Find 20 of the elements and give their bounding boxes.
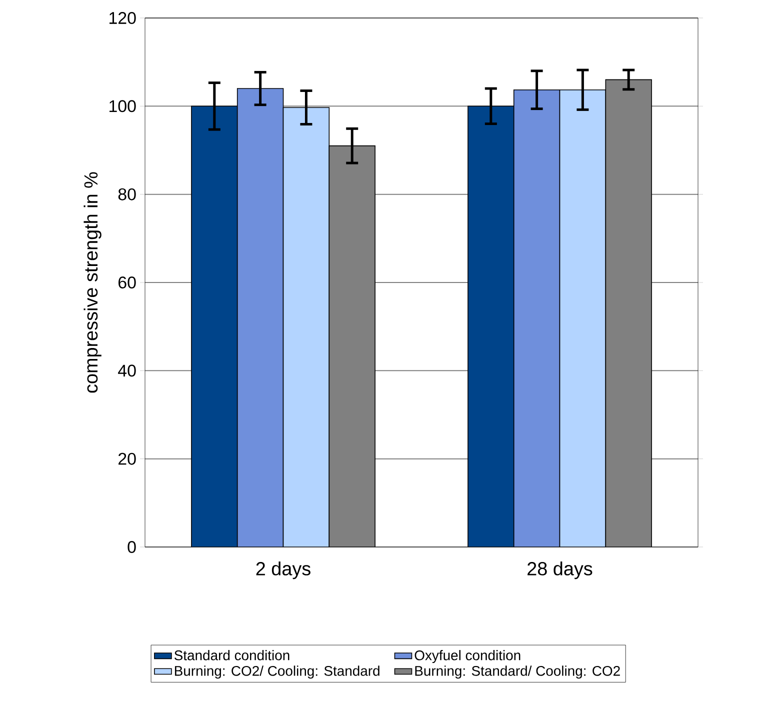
x-tick-label: 2 days [256,562,310,580]
bar [236,88,284,547]
y-tick-label: 60 [118,276,136,288]
legend-label: Burning: CO2/ Cooling: Standard [174,666,380,679]
legend-label: Oxyfuel condition [414,650,520,664]
y-tick-label: 80 [118,188,136,200]
y-axis-title: compressive strength in % [84,172,102,393]
x-tick-label: 28 days [528,562,592,580]
y-tick-label: 100 [110,100,136,112]
bar [468,106,514,547]
bar [513,89,560,547]
legend-label: Burning: Standard/ Cooling: CO2 [415,666,620,679]
y-tick-label: 120 [110,12,136,24]
y-tick-label: 0 [128,540,136,553]
legend-label: Standard condition [174,650,290,660]
y-tick-label: 40 [118,364,136,377]
y-tick-label: 20 [118,452,136,465]
bar [282,107,330,547]
bar [191,106,238,547]
bar [559,89,606,547]
